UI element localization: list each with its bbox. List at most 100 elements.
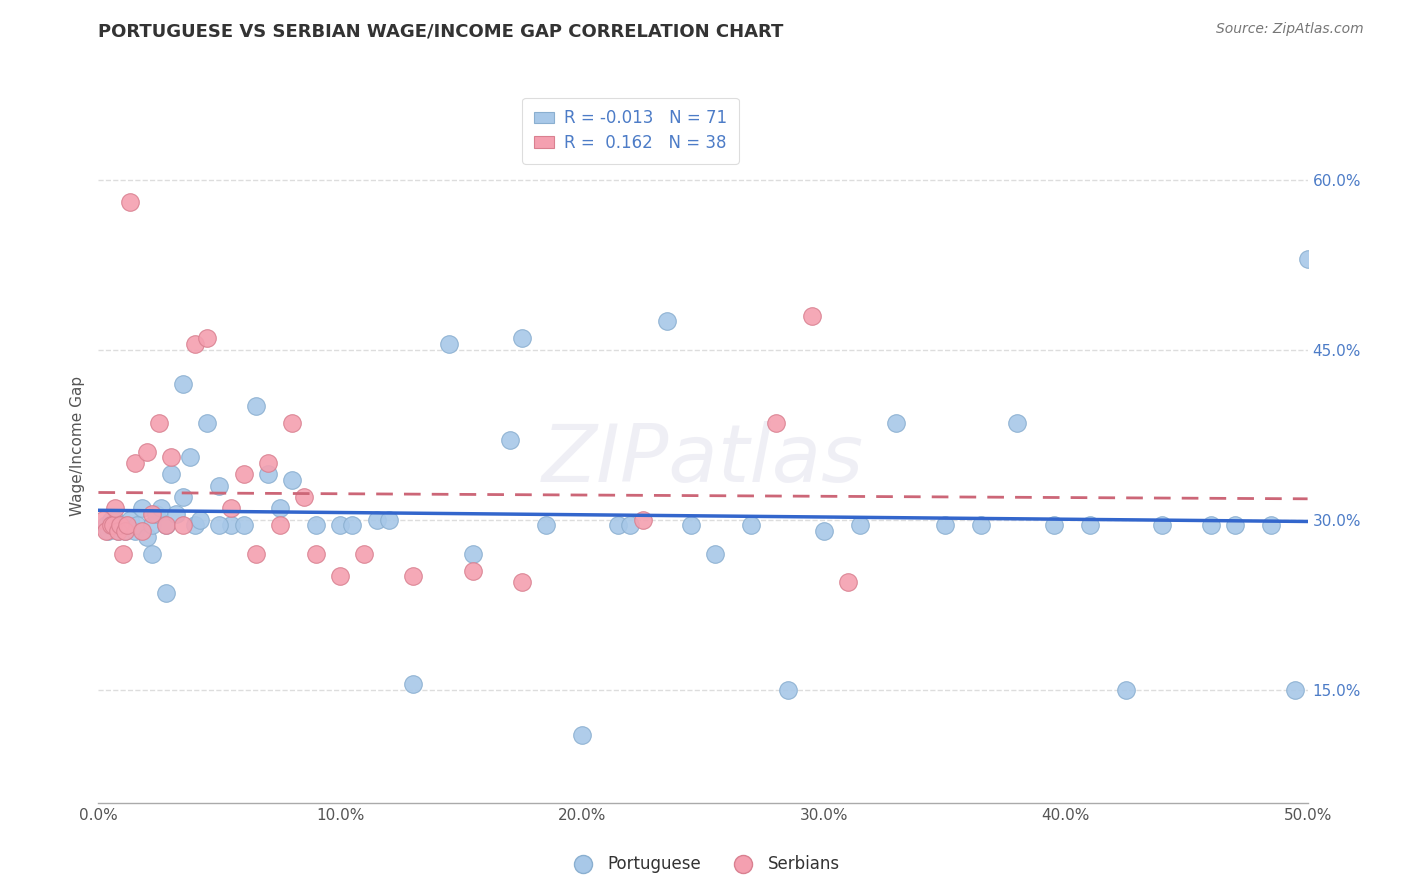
Point [101, 518, 124, 533]
Point [160, 467, 183, 482]
Point [377, 513, 399, 527]
Point [256, 456, 278, 470]
Point [108, 518, 131, 533]
Point [571, 728, 593, 742]
Point [111, 518, 134, 533]
Point [704, 547, 727, 561]
Point [269, 518, 291, 533]
Point [124, 524, 146, 538]
Point [108, 518, 131, 533]
Point [172, 490, 194, 504]
Point [104, 501, 127, 516]
Point [117, 518, 139, 533]
Point [679, 518, 702, 533]
Point [165, 507, 187, 521]
Point [402, 677, 425, 691]
Point [184, 518, 207, 533]
Point [141, 507, 163, 521]
Point [1078, 518, 1101, 533]
Point [437, 337, 460, 351]
Point [155, 518, 177, 533]
Point [800, 309, 823, 323]
Point [94, 524, 117, 538]
Point [463, 564, 485, 578]
Point [111, 547, 134, 561]
Point [281, 417, 304, 431]
Y-axis label: Wage/Income Gap: Wage/Income Gap [69, 376, 84, 516]
Point [366, 513, 388, 527]
Point [101, 518, 124, 533]
Point [498, 434, 520, 448]
Point [141, 518, 163, 533]
Point [232, 518, 254, 533]
Point [150, 501, 173, 516]
Point [94, 518, 117, 533]
Point [208, 478, 231, 492]
Text: ZIPatlas: ZIPatlas [541, 421, 865, 500]
Point [305, 547, 328, 561]
Point [97, 524, 120, 538]
Point [100, 513, 122, 527]
Point [305, 518, 328, 533]
Point [232, 467, 254, 482]
Point [765, 417, 787, 431]
Point [1260, 518, 1282, 533]
Point [837, 574, 859, 589]
Text: Source: ZipAtlas.com: Source: ZipAtlas.com [1216, 22, 1364, 37]
Point [510, 574, 533, 589]
Point [353, 547, 375, 561]
Point [1152, 518, 1174, 533]
Point [510, 331, 533, 345]
Point [740, 518, 762, 533]
Point [114, 524, 136, 538]
Point [463, 547, 485, 561]
Point [292, 490, 315, 504]
Legend: Portuguese, Serbians: Portuguese, Serbians [560, 849, 846, 880]
Point [221, 518, 243, 533]
Point [849, 518, 872, 533]
Point [269, 501, 291, 516]
Text: PORTUGUESE VS SERBIAN WAGE/INCOME GAP CORRELATION CHART: PORTUGUESE VS SERBIAN WAGE/INCOME GAP CO… [98, 22, 783, 40]
Point [155, 586, 177, 600]
Point [104, 513, 127, 527]
Point [813, 524, 835, 538]
Point [114, 524, 136, 538]
Point [342, 518, 364, 533]
Point [131, 501, 153, 516]
Point [329, 518, 352, 533]
Point [107, 524, 129, 538]
Point [155, 518, 177, 533]
Point [607, 518, 630, 533]
Point [188, 513, 211, 527]
Point [127, 518, 149, 533]
Point [145, 507, 167, 521]
Point [195, 331, 218, 345]
Point [245, 547, 267, 561]
Point [148, 417, 170, 431]
Point [124, 456, 146, 470]
Point [1296, 252, 1319, 266]
Point [776, 682, 799, 697]
Point [245, 400, 267, 414]
Point [141, 547, 163, 561]
Point [619, 518, 641, 533]
Point [195, 417, 218, 431]
Point [91, 513, 114, 527]
Point [160, 450, 183, 465]
Point [886, 417, 908, 431]
Point [402, 569, 425, 583]
Point [1042, 518, 1064, 533]
Point [118, 513, 141, 527]
Point [281, 473, 304, 487]
Point [135, 530, 157, 544]
Point [1007, 417, 1029, 431]
Point [970, 518, 993, 533]
Point [1223, 518, 1246, 533]
Point [1115, 682, 1137, 697]
Point [934, 518, 956, 533]
Point [131, 524, 153, 538]
Point [534, 518, 557, 533]
Point [117, 518, 139, 533]
Point [172, 518, 194, 533]
Point [179, 450, 201, 465]
